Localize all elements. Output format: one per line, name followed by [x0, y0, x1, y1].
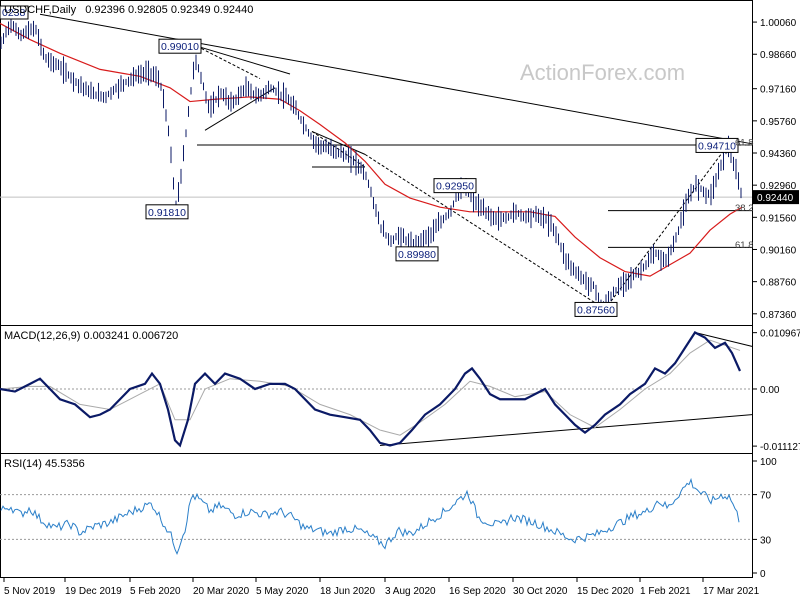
watermark: ActionForex.com — [520, 60, 685, 85]
price-tick-label: 0.97160 — [760, 85, 797, 96]
price-level-label: 0.91810 — [148, 207, 186, 219]
rsi-tick-label: 100 — [760, 457, 777, 468]
current-price-tag — [753, 190, 799, 205]
edge-level-label: 0238 — [2, 7, 26, 19]
price-tick-label: 1.00060 — [760, 18, 797, 29]
trendline — [196, 45, 291, 75]
price-level-label: 0.94710 — [698, 140, 736, 152]
time-tick-label: 18 Jun 2020 — [320, 586, 375, 597]
time-axis: 5 Nov 2019 19 Dec 2019 5 Feb 2020 20 Mar 20… — [3, 577, 760, 597]
rsi-title: RSI(14) 45.5356 — [4, 458, 85, 470]
moving-average-line — [0, 22, 743, 277]
macd-panel-frame — [0, 325, 753, 454]
current-price-label: 0.92440 — [757, 193, 794, 204]
price-tick-label: 0.87360 — [760, 310, 797, 321]
price-level-label: 0.92950 — [436, 181, 474, 193]
price-level-label: 0.99010 — [161, 41, 199, 53]
fib-label: 61.8 — [735, 240, 754, 251]
edge-level-box — [0, 5, 29, 20]
macd-trendline — [694, 332, 753, 347]
price-tick-label: 0.90160 — [760, 245, 797, 256]
symbol-label: USDCHF,Daily — [4, 4, 77, 16]
time-tick-label: 5 Feb 2020 — [130, 586, 181, 597]
rsi-tick-label: 30 — [760, 535, 772, 546]
chart-title: USDCHF,Daily 0.92396 0.92805 0.92349 0.9… — [4, 4, 253, 16]
trendline — [311, 130, 366, 155]
time-tick-label: 1 Feb 2021 — [640, 586, 691, 597]
time-tick-label: 15 Dec 2020 — [577, 586, 634, 597]
macd-trendline — [379, 414, 753, 446]
price-tick-label: 0.92960 — [760, 181, 797, 192]
trendline — [364, 153, 606, 310]
fib-label: 38.2 — [735, 203, 754, 214]
macd-tick-label: 0.010967 — [760, 329, 800, 340]
price-tick-label: 0.98660 — [760, 50, 797, 61]
time-tick-label: 17 Mar 2021 — [703, 586, 760, 597]
price-level-label: 0.87560 — [577, 304, 615, 316]
rsi-panel-frame — [0, 453, 753, 578]
macd-title: MACD(12,26,9) 0.003241 0.006720 — [4, 330, 178, 342]
time-tick-label: 5 May 2020 — [256, 586, 309, 597]
price-level-box — [695, 137, 739, 153]
time-tick-label: 19 Dec 2019 — [65, 586, 122, 597]
price-labels: 0.99010 0.91810 0.89980 0.92950 0.87560 0.947… — [0, 5, 754, 317]
price-axis: 1.00060 0.98660 0.97160 0.95760 0.94360 0.929… — [752, 18, 799, 321]
macd-signal-line — [0, 339, 741, 436]
price-level-box — [395, 246, 439, 262]
time-tick-label: 16 Sep 2020 — [449, 586, 506, 597]
time-tick-label: 20 Mar 2020 — [193, 586, 250, 597]
macd-panel: 0.010967 0.00 -0.011127 — [0, 329, 800, 453]
price-level-box — [574, 301, 618, 317]
price-tick-label: 0.91560 — [760, 213, 797, 224]
price-level-box — [433, 178, 477, 194]
price-level-box — [145, 204, 189, 220]
rsi-tick-label: 0 — [760, 569, 766, 580]
rsi-line — [0, 477, 740, 555]
price-tick-label: 0.95760 — [760, 117, 797, 128]
time-tick-label: 3 Aug 2020 — [385, 586, 436, 597]
rsi-tick-label: 70 — [760, 491, 772, 502]
trendline — [39, 13, 753, 145]
ohlc-label: 0.92396 0.92805 0.92349 0.92440 — [85, 4, 253, 16]
rsi-panel: 100 70 30 0 — [0, 457, 777, 580]
price-bars — [0, 19, 742, 313]
price-level-box — [158, 38, 202, 54]
trendline — [196, 45, 261, 80]
price-tick-label: 0.94360 — [760, 149, 797, 160]
trendline — [604, 144, 729, 310]
time-tick-label: 5 Nov 2019 — [4, 586, 56, 597]
macd-tick-label: 0.00 — [760, 385, 780, 396]
time-tick-label: 30 Oct 2020 — [513, 586, 568, 597]
price-level-label: 0.89980 — [398, 249, 436, 261]
price-tick-label: 0.88760 — [760, 278, 797, 289]
macd-line — [0, 331, 742, 448]
trendline — [204, 87, 276, 131]
fib-label: 61.8 — [735, 137, 754, 148]
price-lines — [0, 13, 753, 313]
macd-tick-label: -0.011127 — [760, 442, 800, 453]
price-panel-frame — [0, 0, 753, 326]
